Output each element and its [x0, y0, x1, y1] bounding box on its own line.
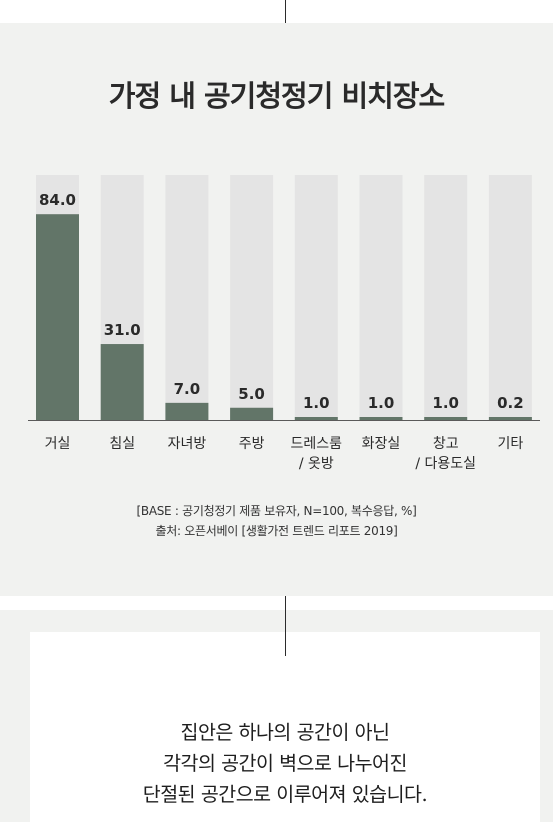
source-note: 출처: 오픈서베이 [생활가전 트렌드 리포트 2019]	[155, 524, 398, 538]
bar-value-label: 31.0	[104, 321, 141, 339]
bar-value-label: 7.0	[174, 380, 201, 398]
category-label: 주방	[239, 436, 265, 452]
quote-card: 집안은 하나의 공간이 아닌 각각의 공간이 벽으로 나누어진 단절된 공간으로…	[30, 632, 540, 822]
quote-line-3: 단절된 공간으로 이루어져 있습니다.	[142, 783, 428, 806]
bar-value-label: 5.0	[238, 385, 265, 403]
bar	[359, 417, 403, 420]
middle-divider-line	[285, 596, 286, 656]
bar	[294, 417, 338, 420]
category-label: 기타	[498, 436, 524, 452]
bar-value-label: 0.2	[497, 394, 524, 412]
bar	[36, 214, 79, 420]
category-label: 침실	[109, 436, 135, 452]
chart-title: 가정 내 공기청정기 비치장소	[108, 79, 445, 113]
category-label: / 옷방	[299, 456, 334, 472]
bar-track	[424, 175, 468, 420]
category-label: 창고	[433, 436, 459, 452]
bar	[424, 417, 468, 420]
bar-track	[230, 175, 274, 420]
bar-value-label: 1.0	[432, 394, 459, 412]
category-label: / 다용도실	[415, 456, 476, 472]
bar	[100, 344, 144, 420]
quote-line-1: 집안은 하나의 공간이 아닌	[180, 721, 390, 744]
category-label: 자녀방	[168, 436, 207, 452]
category-label: 거실	[45, 436, 71, 452]
bar-track	[359, 175, 403, 420]
category-label: 화장실	[362, 436, 401, 452]
bar	[230, 407, 274, 420]
bar-track	[165, 175, 209, 420]
bar-chart: 84.0 거실 31.0 침실 7.0 자녀방 5.0 주방 1.0 드레스룸 / 옷방 1.0 화장실…	[28, 175, 540, 472]
category-label: 드레스룸	[291, 436, 343, 452]
quote-line-2: 각각의 공간이 벽으로 나누어진	[163, 752, 407, 775]
bar	[488, 417, 532, 420]
bar-track	[294, 175, 338, 420]
bar-track	[488, 175, 532, 420]
bar-value-label: 1.0	[368, 394, 395, 412]
chart-panel: 84.0 거실 31.0 침실 7.0 자녀방 5.0 주방 1.0 드레스룸 / 옷방 1.0 화장실…	[0, 23, 553, 596]
bar-value-label: 84.0	[39, 191, 76, 209]
bar	[165, 402, 209, 420]
bar-value-label: 1.0	[303, 394, 330, 412]
base-note: [BASE : 공기청정기 제품 보유자, N=100, 복수응답, %]	[136, 504, 417, 518]
